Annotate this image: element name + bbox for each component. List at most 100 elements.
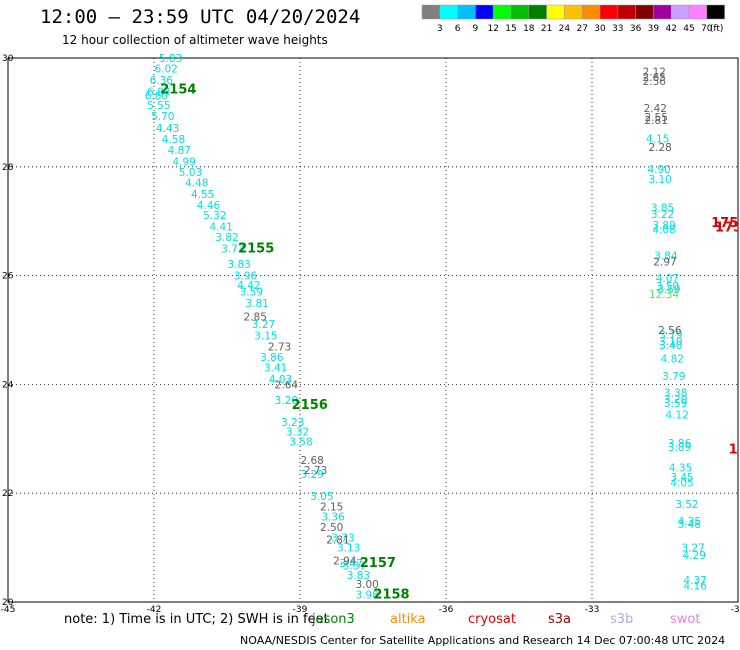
pass-number-label: 2154 — [160, 83, 196, 98]
wave-height-label: 3.36 — [321, 512, 345, 524]
wave-height-label: 3.15 — [254, 330, 277, 342]
wave-height-label: 3.23 — [281, 417, 304, 429]
wave-height-label: 3.20 — [275, 395, 298, 407]
wave-height-label: 3.86 — [260, 352, 284, 364]
wave-height-label: 2.73 — [268, 341, 291, 353]
wave-height-label: 3.10 — [648, 174, 671, 186]
wave-height-label: 2.85 — [244, 311, 267, 323]
lon-tick-label: -30 — [731, 605, 740, 615]
color-scale-label: 9 — [473, 24, 479, 34]
wave-height-label: 2.55 — [645, 112, 668, 124]
wave-height-label: 3.78 — [688, 601, 711, 613]
legend-swot: swot — [670, 612, 701, 627]
color-scale-swatch — [475, 4, 494, 20]
wave-height-label: 4.87 — [168, 145, 191, 157]
wave-height-label: 4.48 — [185, 178, 208, 190]
lat-tick-label: 20 — [2, 598, 14, 608]
wave-height-label: 3.47 — [339, 558, 362, 570]
color-scale-swatch — [670, 4, 690, 20]
wave-height-label: 2.28 — [648, 142, 671, 154]
color-scale-label: 15 — [505, 24, 516, 34]
color-scale-swatch — [492, 4, 512, 20]
lat-tick-label: 22 — [2, 489, 13, 499]
wave-height-label: 3.40 — [659, 340, 682, 352]
pass-number-label: 1752 — [711, 216, 740, 231]
color-scale-label: 24 — [559, 24, 571, 34]
wave-height-label: 4.82 — [661, 353, 684, 365]
color-scale-swatch — [421, 4, 441, 20]
wave-height-label: 4.16 — [683, 581, 707, 593]
wave-height-label: 2.81 — [326, 534, 349, 546]
wave-height-label: 4.55 — [191, 189, 214, 201]
wave-height-label: 2.94 — [333, 556, 357, 568]
wave-height-label: 3.86 — [668, 438, 692, 450]
color-scale-swatch — [564, 4, 583, 20]
wave-height-label: 3.20 — [664, 394, 687, 406]
pass-number-label: 2157 — [360, 556, 396, 571]
wave-height-label: 3.32 — [286, 427, 309, 439]
wave-height-label: 3.59 — [657, 284, 680, 296]
wave-height-label: 2.68 — [300, 455, 323, 467]
wave-height-label: 5.83 — [159, 53, 182, 65]
wave-height-label: 3.58 — [289, 437, 312, 449]
wave-height-label: 4.43 — [156, 123, 179, 135]
color-scale-swatch — [581, 4, 601, 20]
color-scale-label: 36 — [630, 24, 642, 34]
color-scale-swatch — [617, 4, 636, 20]
wave-height-label: 3.50 — [656, 281, 679, 293]
wave-height-label: 2.65 — [643, 72, 666, 84]
wave-height-label: 3.13 — [337, 543, 360, 555]
color-scale-label: 30 — [594, 24, 606, 34]
wave-height-label: 3.79 — [659, 329, 682, 341]
wave-height-label: 3.59 — [240, 286, 263, 298]
wave-height-label: 3.73 — [331, 532, 354, 544]
wave-height-label: 4.35 — [669, 463, 692, 475]
wave-height-label: 3.83 — [347, 570, 370, 582]
wave-height-label: 3.05 — [310, 491, 333, 503]
wave-height-label: 4.12 — [665, 409, 688, 421]
wave-height-label: 3.38 — [664, 388, 687, 400]
wave-height-label: 4.05 — [670, 477, 693, 489]
color-scale-swatch — [528, 4, 547, 20]
wave-height-label: 6.83 — [147, 87, 170, 99]
pass-number-label: 2156 — [292, 398, 328, 413]
lat-tick-label: 30 — [2, 54, 14, 64]
wave-height-label: 4.99 — [172, 156, 195, 168]
wave-height-label: 6.02 — [154, 63, 177, 75]
wave-height-label: 2.97 — [653, 256, 676, 268]
wave-height-label: 4.58 — [162, 134, 185, 146]
color-scale-label: 70 — [701, 24, 713, 34]
lat-tick-label: 26 — [2, 272, 14, 282]
color-scale-label: 45 — [683, 24, 694, 34]
color-scale-label: 3 — [437, 24, 443, 34]
wave-height-label: 5.03 — [179, 167, 202, 179]
wave-height-label: 3.48 — [678, 519, 701, 531]
wave-height-label: 2.56 — [643, 76, 667, 88]
wave-height-label: 3.89 — [652, 220, 675, 232]
wave-height-label: 12.34 — [649, 289, 679, 301]
color-scale-label: 18 — [523, 24, 535, 34]
wave-height-label: 3.52 — [675, 499, 698, 511]
wave-height-label: 4.41 — [209, 222, 232, 234]
pass-number-label: 1 — [729, 443, 738, 458]
wave-height-label: 4.03 — [269, 374, 292, 386]
wave-height-label: 4.15 — [646, 134, 669, 146]
wave-height-label: 4.46 — [197, 200, 221, 212]
pass-number-label: 1752 — [715, 221, 740, 236]
wave-height-label: 3.83 — [227, 259, 250, 271]
wave-height-label: 4.42 — [237, 280, 260, 292]
wave-height-label: 3.10 — [659, 336, 682, 348]
wave-height-label: 3.59 — [664, 398, 687, 410]
color-scale-label: (ft) — [710, 24, 724, 34]
wave-height-label: 3.98 — [355, 589, 378, 601]
wave-height-label: 3.37 — [343, 561, 366, 573]
wave-height-label: 3.81 — [245, 298, 268, 310]
legend-s3b: s3b — [610, 612, 634, 627]
credit-line: NOAA/NESDIS Center for Satellite Applica… — [240, 634, 726, 647]
color-scale-label: 27 — [576, 24, 587, 34]
wave-height-label: 4.90 — [647, 164, 670, 176]
wave-height-label: 4.37 — [683, 575, 706, 587]
color-scale-swatch — [706, 4, 725, 20]
wave-height-label: 6.80 — [145, 91, 168, 103]
